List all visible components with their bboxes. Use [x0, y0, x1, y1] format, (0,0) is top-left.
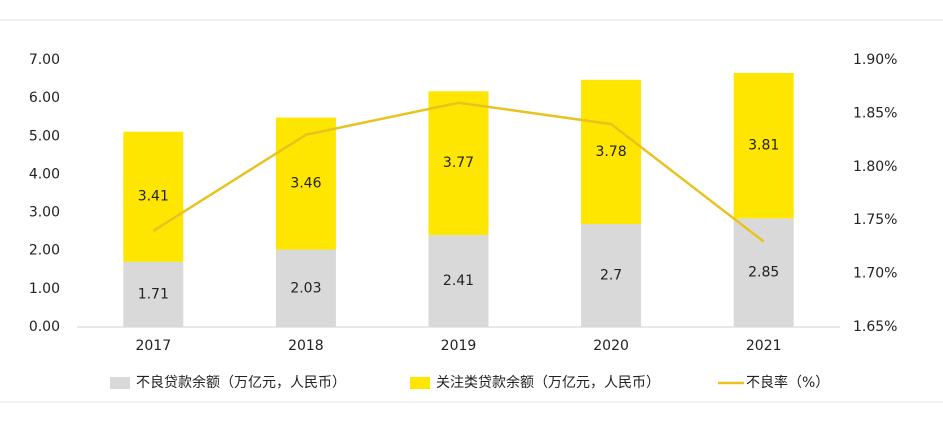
data-label: 2.03 [290, 280, 321, 296]
data-label: 2.41 [443, 273, 474, 289]
y-tick-label: 6.00 [29, 90, 60, 106]
legend-swatch [110, 377, 130, 389]
bar-segment [275, 249, 336, 327]
bar-segment [581, 79, 642, 225]
y-tick-label: 3.00 [29, 205, 60, 221]
data-label: 2.85 [748, 265, 779, 281]
y2-tick-label: 1.80% [853, 159, 897, 175]
bar-segment [123, 131, 184, 262]
y2-tick-label: 1.70% [853, 266, 897, 282]
bar-segment [428, 235, 489, 327]
y-tick-label: 0.00 [29, 319, 60, 335]
data-label: 1.71 [138, 286, 169, 302]
x-tick-label: 2017 [135, 338, 171, 354]
data-label: 3.41 [138, 189, 169, 205]
bar-segment [733, 72, 794, 219]
data-label: 3.81 [748, 138, 779, 154]
x-tick-label: 2021 [746, 338, 782, 354]
x-tick-label: 2019 [441, 338, 477, 354]
y2-tick-label: 1.75% [853, 212, 897, 228]
y2-tick-label: 1.90% [853, 52, 897, 68]
data-label: 3.77 [443, 155, 474, 171]
bar-segment [733, 218, 794, 327]
x-tick-label: 2020 [593, 338, 629, 354]
y-tick-label: 1.00 [29, 281, 60, 297]
line [152, 101, 765, 243]
legend-label: 不良率（%） [746, 374, 829, 391]
bar-segment [428, 91, 489, 236]
y2-tick-label: 1.65% [853, 319, 897, 335]
data-label: 3.78 [596, 144, 627, 160]
y-tick-label: 7.00 [29, 52, 60, 68]
legend-label: 关注类贷款余额（万亿元，人民币） [436, 374, 660, 391]
data-label: 3.46 [290, 176, 321, 192]
data-label: 2.7 [600, 268, 622, 284]
y2-tick-label: 1.85% [853, 105, 897, 121]
legend-swatch [410, 377, 430, 389]
bar-segment [275, 117, 336, 250]
legend-label: 不良贷款余额（万亿元，人民币） [136, 374, 346, 391]
y-tick-label: 5.00 [29, 128, 60, 144]
bar-segment [123, 261, 184, 327]
y-tick-label: 4.00 [29, 166, 60, 182]
y-tick-label: 2.00 [29, 243, 60, 259]
x-tick-label: 2018 [288, 338, 324, 354]
bar-segment [581, 224, 642, 327]
